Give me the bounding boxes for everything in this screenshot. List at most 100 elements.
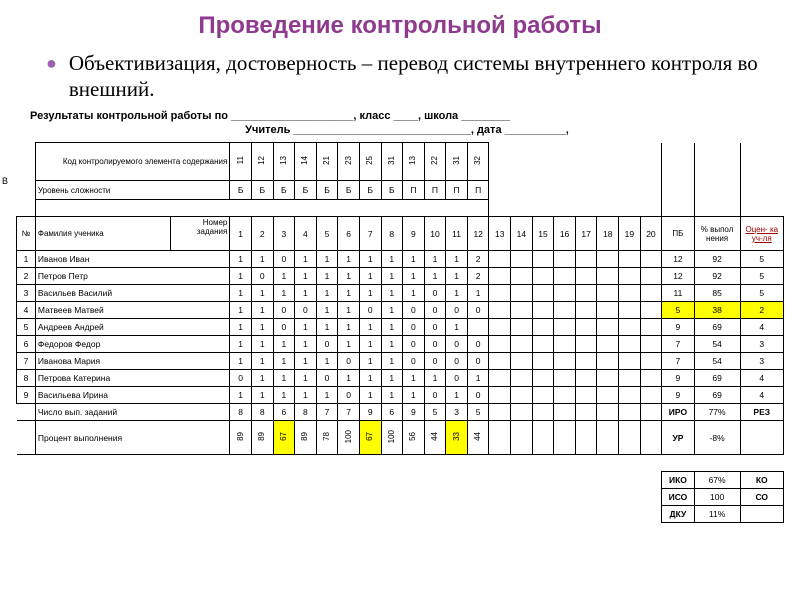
cell-pb: 9 [662,319,694,336]
pct-cell: 56 [403,421,425,455]
cell-pct: 69 [694,319,740,336]
cell-val: 1 [424,370,446,387]
task-col: 1 [230,217,252,251]
cell-name: Петрова Катерина [35,370,229,387]
cell-val: 1 [295,251,317,268]
cell-val [640,285,662,302]
count-cell: 8 [230,404,252,421]
blank [662,143,694,217]
table-row: 2Петров Петр10111111111212925 [17,268,784,285]
cell-val: 0 [359,302,381,319]
cell-val [575,251,597,268]
count-cell [511,404,533,421]
task-col: 12 [467,217,489,251]
cell-no: 7 [17,353,36,370]
cell-val [575,353,597,370]
cell-val: 1 [338,285,360,302]
count-cell: 9 [359,404,381,421]
count-cell [597,404,619,421]
task-col: 11 [446,217,468,251]
cell-val [640,387,662,404]
pct-cell: 89 [251,421,273,455]
blank [17,506,230,523]
cell-val: 1 [359,387,381,404]
cell-val: 0 [251,268,273,285]
blank [273,489,295,506]
code-cell: 12 [251,143,273,181]
cell-val: 1 [230,251,252,268]
bullet-text: Объективизация, достоверность – перевод … [69,50,784,102]
task-col: 16 [554,217,576,251]
gap [17,455,784,472]
cell-val [575,336,597,353]
blank [251,472,273,489]
cell-pb: 9 [662,387,694,404]
task-col: 3 [273,217,295,251]
metric-right [740,506,783,523]
blank [446,506,468,523]
blank [295,472,317,489]
count-cell: 9 [403,404,425,421]
bullet-item: ● Объективизация, достоверность – перево… [46,50,784,102]
cell-grade: 3 [740,353,783,370]
diff-cell: Б [273,181,295,200]
ur-val: -8% [694,421,740,455]
count-cell: 6 [381,404,403,421]
diff-cell: Б [381,181,403,200]
blank [640,506,662,523]
cell-val: 1 [251,336,273,353]
cell-val: 0 [467,387,489,404]
blank [381,489,403,506]
blank [511,489,533,506]
cell-val [554,302,576,319]
task-col: 5 [316,217,338,251]
cell-val: 0 [424,387,446,404]
blank [740,143,783,217]
cell-name: Иванов Иван [35,251,229,268]
blank [230,506,252,523]
col-name: Фамилия ученика [35,217,170,251]
cell-val [554,251,576,268]
task-col: 10 [424,217,446,251]
blank [316,489,338,506]
blank [359,472,381,489]
cell-val: 1 [316,268,338,285]
blank [467,472,489,489]
code-cell: 32 [467,143,489,181]
code-cell: 23 [338,143,360,181]
cell-val: 0 [338,387,360,404]
cell-val [597,387,619,404]
diff-cell: П [424,181,446,200]
cell-val [554,387,576,404]
metric-label: ИСО [662,489,694,506]
blank [694,143,740,217]
cell-val: 1 [446,285,468,302]
blank [740,421,783,455]
cell-name: Федоров Федор [35,336,229,353]
cell-val [619,370,641,387]
count-cell [575,404,597,421]
diff-cell: П [446,181,468,200]
cell-val [532,251,554,268]
code-cell: 31 [446,143,468,181]
cell-no: 1 [17,251,36,268]
cell-no: 4 [17,302,36,319]
cell-val: 1 [403,387,425,404]
cell-val: 1 [230,387,252,404]
cell-val: 1 [446,319,468,336]
cell-val [597,268,619,285]
blank [511,472,533,489]
cell-val [619,319,641,336]
count-cell: 8 [251,404,273,421]
cell-val [597,353,619,370]
blank [532,489,554,506]
metric-val: 100 [694,489,740,506]
cell-val: 0 [403,319,425,336]
pct-cell: 44 [467,421,489,455]
cell-pct: 69 [694,370,740,387]
pct-cell: 100 [338,421,360,455]
cell-val [511,285,533,302]
cell-grade: 5 [740,268,783,285]
cell-val: 1 [381,370,403,387]
cell-pb: 7 [662,336,694,353]
